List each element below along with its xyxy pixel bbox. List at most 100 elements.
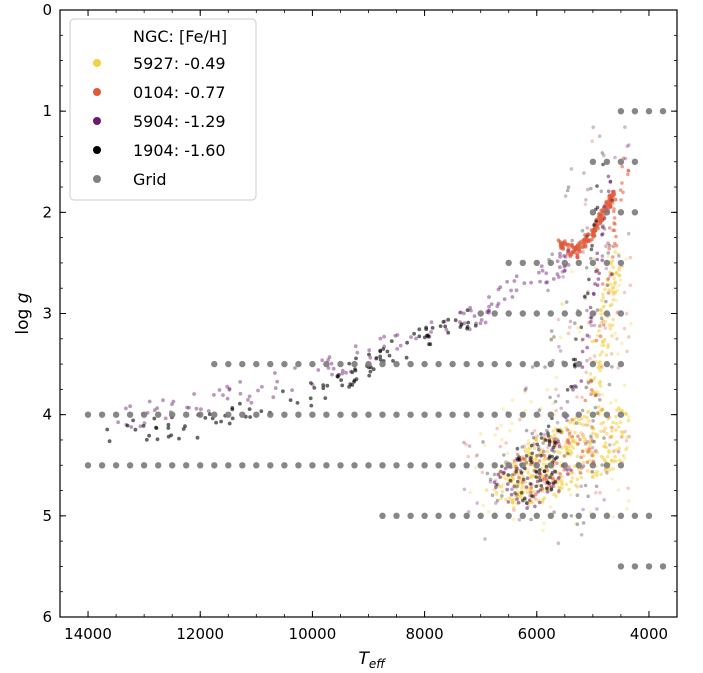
data-point [533, 458, 538, 462]
grid-point [631, 158, 639, 165]
data-point [569, 493, 573, 497]
grid-point [631, 563, 639, 570]
data-point [610, 477, 614, 481]
data-point [570, 238, 574, 243]
data-point [494, 490, 499, 495]
data-point [350, 370, 355, 375]
data-point [605, 471, 609, 475]
data-point [518, 468, 523, 473]
data-point [593, 393, 598, 398]
data-point [575, 477, 580, 482]
data-point [608, 273, 612, 278]
data-point [443, 324, 448, 329]
data-point [594, 490, 598, 495]
data-point [248, 415, 253, 419]
data-point [611, 317, 615, 322]
grid-point [547, 512, 554, 519]
data-point [512, 458, 517, 463]
data-point [567, 431, 572, 436]
data-point [506, 482, 510, 486]
data-point [541, 449, 546, 454]
data-point [602, 153, 606, 158]
data-point [616, 252, 621, 256]
grid-point [561, 462, 568, 469]
data-point [605, 431, 609, 436]
data-point [551, 401, 555, 406]
grid-point [449, 360, 456, 368]
data-point [544, 271, 549, 276]
data-point [589, 319, 593, 324]
data-point [566, 331, 571, 336]
data-point [530, 365, 535, 369]
grid-point [379, 512, 386, 519]
data-point [531, 435, 536, 440]
x-axis-label: Teff [359, 649, 387, 671]
grid-point [589, 310, 597, 317]
data-point [221, 393, 225, 397]
data-point [323, 396, 328, 400]
data-point [475, 453, 479, 458]
data-point [593, 265, 598, 270]
data-point [340, 371, 345, 376]
data-point [626, 231, 631, 236]
data-point [579, 484, 583, 489]
data-point [548, 475, 552, 480]
data-point [578, 471, 583, 475]
grid-point [98, 462, 106, 469]
data-point [619, 198, 623, 202]
data-point [556, 275, 561, 279]
data-point [545, 490, 550, 494]
data-point [575, 395, 579, 399]
data-point [520, 445, 525, 449]
data-point [141, 424, 146, 428]
data-point [573, 383, 577, 388]
data-point [336, 373, 341, 377]
data-point [532, 442, 537, 446]
data-point [585, 308, 589, 313]
data-point [597, 134, 602, 138]
data-point [116, 420, 120, 425]
grid-point [239, 411, 246, 418]
data-point [601, 420, 606, 425]
grid-point [365, 462, 372, 469]
data-point [620, 434, 624, 438]
grid-point [533, 411, 540, 418]
data-point [551, 476, 556, 481]
data-point [613, 197, 618, 202]
data-point [623, 429, 627, 434]
data-point [599, 364, 603, 368]
grid-point [351, 411, 358, 418]
data-point [515, 446, 520, 451]
data-point [185, 405, 190, 410]
data-point [606, 251, 611, 255]
data-point [566, 472, 570, 476]
data-point [217, 388, 222, 392]
data-point [568, 421, 573, 425]
data-point [610, 434, 614, 439]
data-point [517, 517, 522, 522]
data-point [367, 373, 372, 378]
data-point [192, 392, 197, 396]
data-point [571, 387, 575, 392]
data-point [559, 460, 563, 465]
data-point [563, 242, 567, 247]
grid-point [575, 259, 582, 267]
data-point [582, 295, 587, 300]
data-point [546, 480, 550, 485]
data-point [565, 188, 570, 193]
data-point [553, 469, 558, 474]
legend-entry: Grid [133, 170, 167, 189]
data-point [429, 330, 433, 334]
data-point [430, 326, 435, 330]
data-point [155, 437, 160, 442]
data-point [417, 327, 422, 332]
grid-point [505, 462, 512, 469]
data-point [618, 458, 622, 463]
grid-point [477, 411, 484, 418]
data-point [534, 469, 538, 474]
series-3 [116, 125, 631, 545]
data-point [584, 198, 588, 202]
data-point [513, 491, 517, 495]
data-point [593, 228, 598, 233]
data-point [608, 326, 613, 331]
